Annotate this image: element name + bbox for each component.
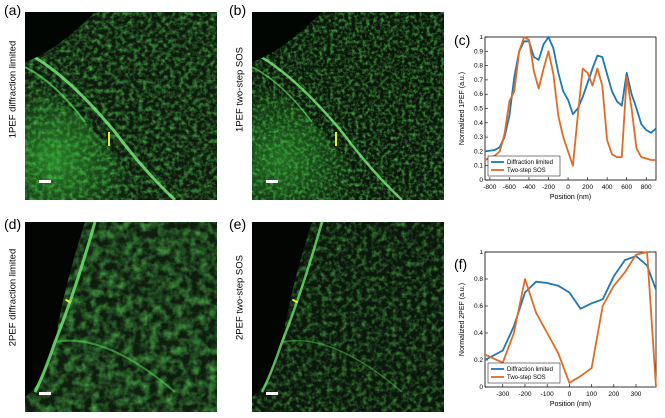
- x-axis-label: Position (nm): [550, 194, 591, 201]
- y-tick-label: 0.1: [474, 163, 483, 170]
- legend-label-1: Two-step SOS: [507, 168, 546, 174]
- y-tick-label: 1: [479, 250, 483, 256]
- y-tick-label: 0.7: [474, 77, 483, 84]
- y-tick-label: 0.4: [474, 330, 483, 337]
- x-tick-label: 100: [586, 391, 597, 398]
- legend-label-0: Diffraction limited: [507, 367, 553, 373]
- x-tick-label: 800: [641, 184, 652, 191]
- x-tick-label: -200: [542, 184, 555, 191]
- legend-box: [487, 155, 561, 177]
- panel-label-e: (e): [229, 216, 247, 232]
- x-tick-label: 0: [568, 391, 572, 398]
- y-tick-label: 0.3: [474, 134, 483, 141]
- panel-label-a: (a): [4, 2, 22, 18]
- x-tick-label: 300: [631, 391, 642, 398]
- y-tick-label: 0.8: [474, 276, 483, 283]
- series-line-1: [484, 251, 657, 388]
- y-tick-label: 1: [479, 35, 483, 41]
- micrograph-b: [252, 12, 444, 200]
- legend-label-0: Diffraction limited: [507, 160, 553, 166]
- side-label-b: 1PEF two-step SOS: [234, 47, 246, 133]
- x-tick-label: -600: [503, 184, 516, 191]
- x-tick-label: 200: [582, 184, 593, 191]
- y-tick-label: 0.4: [474, 120, 483, 127]
- x-tick-label: 200: [608, 391, 619, 398]
- micrograph-a: [25, 12, 217, 200]
- micrograph-d: [25, 222, 217, 412]
- y-tick-label: 0.2: [474, 148, 483, 155]
- panel-label-f: (f): [454, 256, 468, 272]
- legend-box: [487, 362, 561, 384]
- y-tick-label: 0: [479, 384, 483, 391]
- y-axis-label: Normalized 2PEF (a.u.): [459, 283, 466, 356]
- x-tick-label: -100: [541, 391, 554, 398]
- chart-f: -300 -200 -100 0 100 200 300 0 0.2 0.4 0.6 0.8 1 Posi…: [459, 250, 657, 408]
- panel-label-d: (d): [4, 216, 22, 232]
- y-tick-label: 0.6: [474, 91, 483, 98]
- chart-c: -800 -600 -400 -200 0 200 400 600 800 0 0.1 0.2 0.3 0…: [459, 35, 657, 201]
- x-tick-label: -300: [496, 391, 509, 398]
- x-tick-label: 600: [621, 184, 632, 191]
- y-tick-label: 0.5: [474, 106, 483, 113]
- side-label-a: 1PEF diffraction limited: [7, 40, 19, 139]
- panel-label-c: (c): [454, 32, 471, 48]
- x-tick-label: -200: [518, 391, 531, 398]
- panel-label-b: (b): [229, 2, 247, 18]
- x-tick-label: -400: [522, 184, 535, 191]
- micrograph-e: [252, 222, 444, 412]
- legend-label-1: Two-step SOS: [507, 375, 546, 381]
- side-label-e: 2PEF two-step SOS: [234, 255, 246, 341]
- y-axis-label: Normalized 1PEF (a.u.): [459, 72, 466, 145]
- y-tick-label: 0: [479, 177, 483, 184]
- y-tick-label: 0.8: [474, 63, 483, 70]
- x-tick-label: -800: [483, 184, 496, 191]
- y-tick-label: 0.6: [474, 303, 483, 310]
- x-tick-label: 400: [602, 184, 613, 191]
- x-tick-label: 0: [566, 184, 570, 191]
- x-axis-label: Position (nm): [550, 401, 591, 408]
- series-line-1: [484, 36, 656, 167]
- y-tick-label: 0.9: [474, 48, 483, 55]
- side-label-d: 2PEF diffraction limited: [7, 248, 19, 347]
- y-tick-label: 0.2: [474, 357, 483, 364]
